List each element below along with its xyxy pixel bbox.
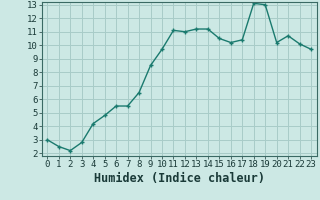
X-axis label: Humidex (Indice chaleur): Humidex (Indice chaleur) — [94, 172, 265, 185]
